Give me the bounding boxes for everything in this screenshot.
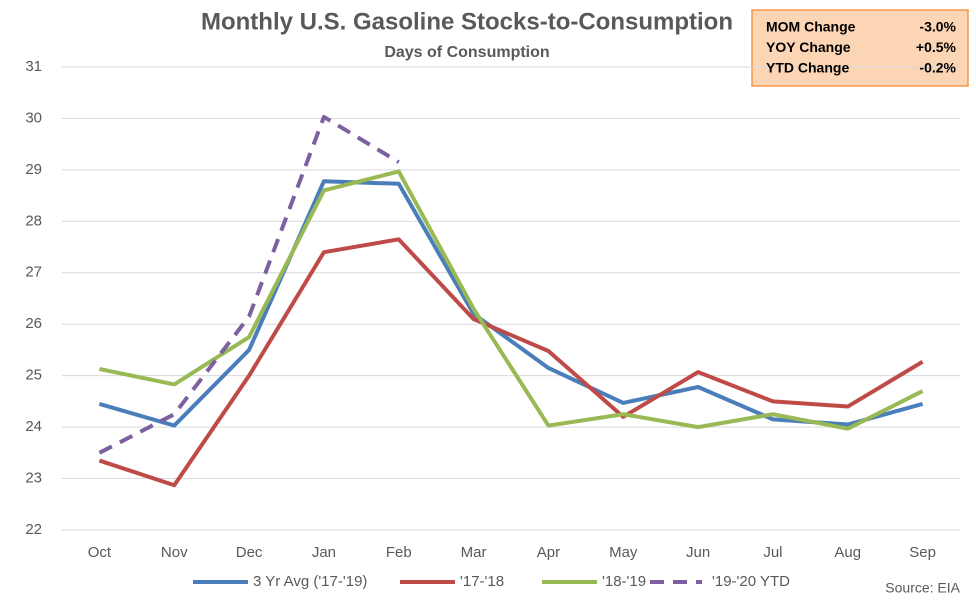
line-series — [98, 237, 924, 488]
y-tick-label: 23 — [25, 470, 42, 487]
chart-subtitle: Days of Consumption — [384, 44, 549, 61]
info-value: +0.5% — [916, 39, 957, 55]
x-tick-label: Sep — [909, 544, 936, 561]
y-tick-label: 27 — [25, 264, 42, 281]
x-tick-label: Dec — [236, 544, 263, 561]
x-tick-label: Aug — [834, 544, 861, 561]
x-tick-label: Mar — [461, 544, 487, 561]
chart-title: Monthly U.S. Gasoline Stocks-to-Consumpt… — [201, 8, 733, 35]
legend-label: '18-'19 — [602, 573, 646, 590]
y-tick-label: 22 — [25, 521, 42, 538]
y-tick-label: 31 — [25, 58, 42, 75]
line-series — [98, 179, 924, 428]
y-tick-label: 30 — [25, 109, 42, 126]
y-tick-label: 24 — [25, 418, 42, 435]
info-label: MOM Change — [766, 19, 856, 35]
x-tick-label: Jan — [312, 544, 336, 561]
legend-label: 3 Yr Avg ('17-'19) — [253, 573, 367, 590]
x-tick-label: May — [609, 544, 638, 561]
x-tick-label: Apr — [537, 544, 560, 561]
line-series — [98, 114, 400, 455]
x-tick-label: Nov — [161, 544, 188, 561]
info-box — [751, 9, 969, 87]
legend-label: '19-'20 YTD — [712, 573, 790, 590]
source: Source: EIA — [885, 580, 960, 596]
y-tick-label: 25 — [25, 367, 42, 384]
y-tick-label: 29 — [25, 161, 42, 178]
legend-label: '17-'18 — [460, 573, 504, 590]
info-label: YTD Change — [766, 60, 849, 76]
info-value: -0.2% — [919, 60, 956, 76]
y-tick-label: 26 — [25, 315, 42, 332]
x-tick-label: Feb — [386, 544, 412, 561]
x-tick-label: Jun — [686, 544, 710, 561]
info-label: YOY Change — [766, 39, 851, 55]
x-tick-label: Jul — [763, 544, 782, 561]
x-tick-label: Oct — [88, 544, 112, 561]
y-tick-label: 28 — [25, 212, 42, 229]
info-value: -3.0% — [919, 19, 956, 35]
line-series — [99, 169, 924, 431]
